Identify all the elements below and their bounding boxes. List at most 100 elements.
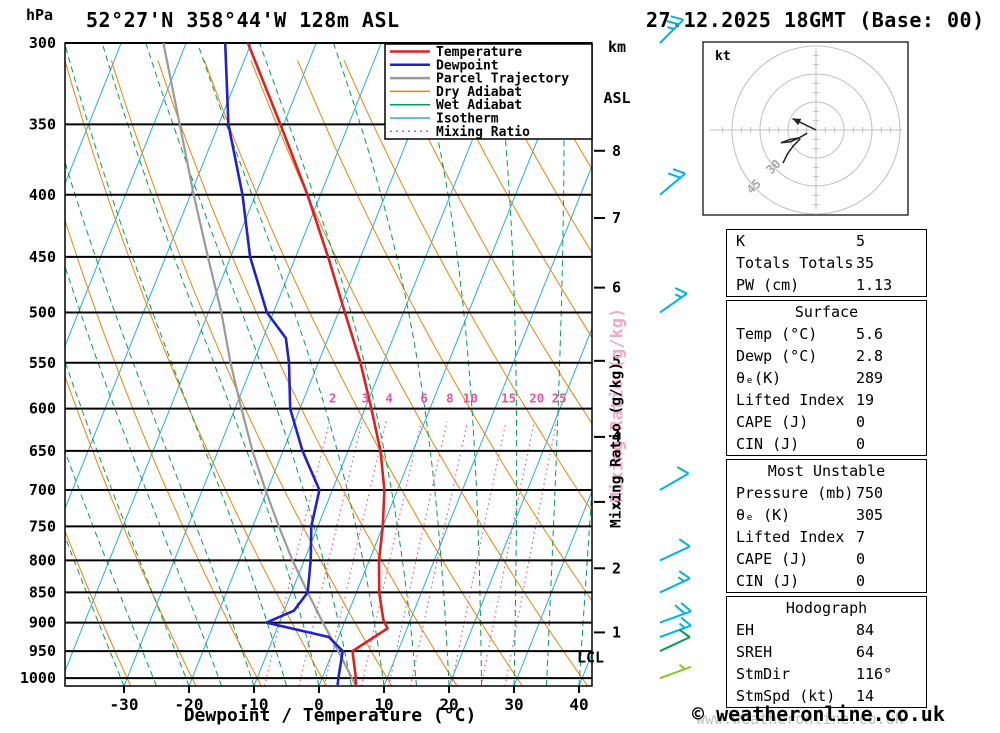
x-axis-label: Dewpoint / Temperature (°C) (183, 705, 477, 726)
stats-row: Pressure (mb) 750 (727, 482, 926, 504)
mixing-ratio-axis-label: Mixing Ratio (g/kg) (609, 362, 625, 528)
stats-value: 2.8 (856, 347, 884, 365)
pressure-tick-label: 950 (29, 642, 56, 660)
mixing-ratio-value-label: 10 (463, 391, 478, 406)
stats-row: StmSpd (kt) 14 (727, 685, 926, 707)
stats-value: 289 (856, 369, 884, 387)
temp-tick-label: 40 (569, 695, 588, 714)
stats-label: StmSpd (kt) (736, 687, 836, 705)
wind-barb (659, 466, 690, 491)
mixing-ratio-labels: 2 3 4 6 8 10 15 20 25 (329, 391, 567, 406)
legend-label: Mixing Ratio (436, 125, 530, 140)
pressure-unit-label: hPa (26, 6, 54, 24)
stats-value: 14 (856, 687, 875, 705)
pressure-tick-label: 300 (29, 34, 56, 52)
stats-section: K 5 Totals Totals 35 PW (cm) 1.13 (726, 229, 927, 297)
stats-section-header: Surface (794, 303, 859, 321)
km-tick-label: 6 (612, 279, 621, 297)
mixing-ratio-axis-label-pink: Mixing Ratio (g/kg) (608, 308, 628, 502)
stats-value: 0 (856, 435, 866, 453)
stats-row: CIN (J) 0 (727, 433, 926, 455)
stats-label: CAPE (J) (736, 413, 809, 431)
stats-label: EH (736, 621, 755, 639)
temp-tick-label: 20 (439, 695, 458, 714)
datetime-title: 27.12.2025 18GMT (Base: 00) (646, 8, 985, 32)
sounding-curves (162, 43, 389, 686)
stats-table: K 5 Totals Totals 35 PW (cm) 1.13 Surface Temp … (726, 229, 927, 711)
mixing-ratio-value-label: 4 (385, 391, 393, 406)
stats-value: 5.6 (856, 325, 884, 343)
stats-section: Most Unstable Pressure (mb) 750 θₑ (K) 305 Li… (726, 459, 927, 593)
lcl-marker: LCL (577, 649, 604, 667)
storm-motion-arrow (792, 117, 817, 131)
temp-tick-label: -10 (240, 695, 269, 714)
km-tick-label: 1 (612, 623, 621, 641)
legend-label: Wet Adiabat (436, 98, 522, 113)
stats-label: StmDir (736, 665, 791, 683)
stats-row: Dewp (°C) 2.8 (727, 345, 926, 367)
stats-label: Temp (°C) (736, 325, 818, 343)
pressure-tick-label: 500 (29, 303, 56, 321)
hodograph-trace (780, 132, 808, 164)
temp-tick-label: 30 (504, 695, 523, 714)
stats-row: CAPE (J) 0 (727, 411, 926, 433)
watermark-text: www.weatheronline.co.uk (696, 710, 904, 728)
plot-border (64, 42, 593, 687)
pressure-tick-label: 350 (29, 115, 56, 133)
km-tick-label: 5 (612, 352, 621, 370)
legend-label: Dry Adiabat (436, 85, 522, 100)
temp-tick-label: -30 (110, 695, 139, 714)
mixing-ratio-value-label: 15 (501, 391, 516, 406)
pressure-tick-label: 650 (29, 442, 56, 460)
stats-value: 84 (856, 621, 875, 639)
stats-value: 5 (856, 232, 866, 250)
stats-section-header: Hodograph (785, 599, 868, 617)
km-asl-axis-title: km ASL (592, 5, 642, 141)
stats-label: CIN (J) (736, 572, 800, 590)
stats-row: Lifted Index 19 (727, 389, 926, 411)
pressure-tick-label: 550 (29, 354, 56, 372)
pressure-tick-label: 850 (29, 583, 56, 601)
km-tick-label: 7 (612, 209, 621, 227)
stats-label: θₑ(K) (736, 369, 782, 387)
stats-row: θₑ (K) 305 (727, 504, 926, 526)
wind-barbs (659, 15, 692, 680)
km-tick-label: 2 (612, 559, 621, 577)
km-asl-line1: km (607, 38, 627, 56)
stats-row: Totals Totals 35 (727, 252, 926, 274)
stats-value: 750 (856, 484, 884, 502)
wind-barb (659, 168, 686, 196)
stats-label: PW (cm) (736, 276, 800, 294)
hodograph-unit-label: kt (715, 49, 731, 64)
stats-row: Lifted Index 7 (727, 526, 926, 548)
dewpoint-curve (223, 43, 345, 686)
stats-section-header: Most Unstable (767, 462, 886, 480)
km-tick-label: 3 (612, 493, 621, 511)
stats-value: 35 (856, 254, 875, 272)
parcel-trajectory-curve (162, 43, 357, 686)
stats-row: StmDir 116° (727, 663, 926, 685)
stats-value: 1.13 (856, 276, 893, 294)
wind-barb (659, 663, 692, 680)
pressure-tick-label: 600 (29, 400, 56, 418)
stats-label: Lifted Index (736, 528, 845, 546)
km-tick-label: 8 (612, 142, 621, 160)
stats-value: 0 (856, 550, 866, 568)
stats-value: 7 (856, 528, 866, 546)
wet-adiabat-grid (65, 43, 592, 686)
stats-label: CAPE (J) (736, 550, 809, 568)
pressure-grid: 300 350 400 450 500 550 600 650 700 750 800 850 900 9… (20, 34, 592, 687)
km-axis: 1 2 3 4 5 6 7 8 (594, 142, 621, 641)
stats-label: Totals Totals (736, 254, 854, 272)
wind-barb (659, 287, 688, 314)
mixing-ratio-value-label: 8 (446, 391, 454, 406)
stats-label: Pressure (mb) (736, 484, 854, 502)
mixing-ratio-value-label: 6 (420, 391, 428, 406)
temp-tick-label: 10 (374, 695, 393, 714)
station-title: 52°27'N 358°44'W 128m ASL (86, 8, 400, 32)
stats-value: 19 (856, 391, 875, 409)
